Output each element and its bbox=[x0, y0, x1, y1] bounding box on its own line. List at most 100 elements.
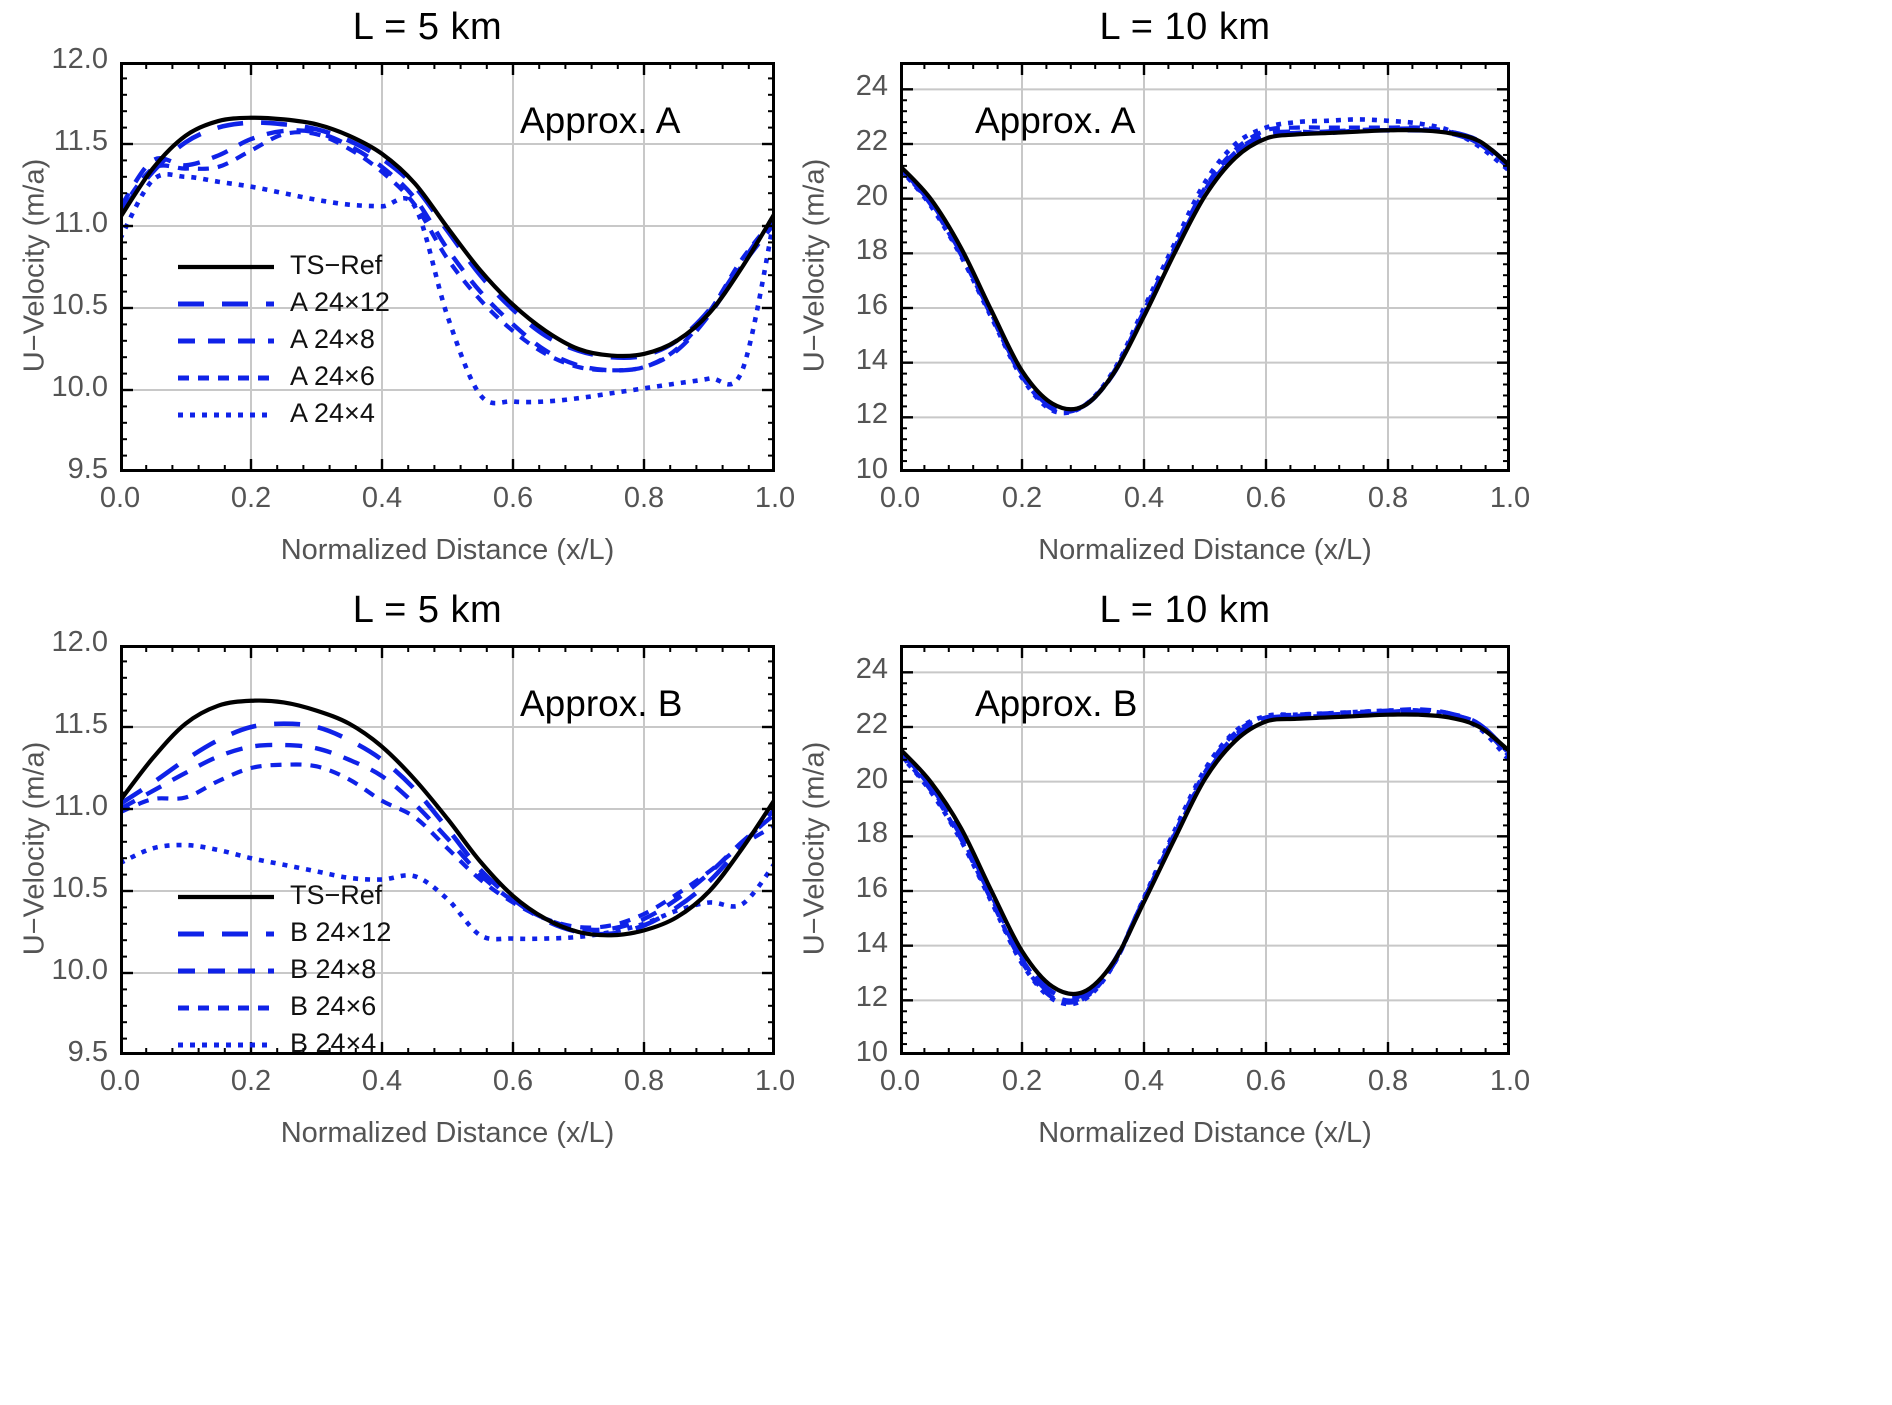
y-tick-label: 10.5 bbox=[51, 289, 108, 321]
axis-frame bbox=[900, 62, 1510, 472]
y-tick-label: 12 bbox=[855, 398, 888, 431]
y-tick-label: 24 bbox=[855, 653, 888, 686]
plot-area-top_right bbox=[900, 62, 1510, 472]
x-axis-label: Normalized Distance (x/L) bbox=[1038, 534, 1372, 566]
y-axis-label: U−Velocity (m/a) bbox=[798, 741, 831, 956]
x-axis-label: Normalized Distance (x/L) bbox=[280, 534, 615, 566]
x-axis-label: Normalized Distance (x/L) bbox=[280, 1117, 615, 1149]
x-tick-label: 0.6 bbox=[492, 1065, 534, 1097]
series-line-a-24x8 bbox=[900, 126, 1510, 414]
y-tick-label: 20 bbox=[855, 179, 888, 212]
series-line-b-24x6 bbox=[900, 707, 1510, 1005]
axis-frame bbox=[120, 645, 775, 1055]
panel-annotation-bottom_right: Approx. B bbox=[975, 683, 1138, 724]
legend-label: B 24×8 bbox=[290, 954, 377, 984]
x-tick-label: 0.4 bbox=[361, 482, 403, 514]
x-tick-label: 0.6 bbox=[1245, 482, 1287, 514]
series-line-a-24x12 bbox=[900, 127, 1510, 413]
y-axis-label: U−Velocity (m/a) bbox=[798, 158, 831, 373]
x-tick-label: 0.4 bbox=[1123, 482, 1165, 514]
series-line-b-24x12 bbox=[900, 709, 1510, 1001]
legend-label: B 24×12 bbox=[290, 917, 392, 947]
y-tick-label: 11.5 bbox=[53, 125, 108, 157]
y-tick-label: 16 bbox=[855, 872, 888, 904]
x-tick-label: 1.0 bbox=[1489, 482, 1531, 514]
y-tick-label: 11.0 bbox=[53, 790, 108, 822]
y-tick-label: 14 bbox=[855, 926, 888, 959]
series-line-ts-ref bbox=[900, 127, 1510, 412]
legend-label: B 24×4 bbox=[290, 1028, 377, 1058]
x-axis-label: Normalized Distance (x/L) bbox=[1038, 1117, 1372, 1149]
series-line-ts-ref bbox=[900, 712, 1510, 997]
y-tick-label: 22 bbox=[855, 125, 888, 157]
panel-annotation-top_left: Approx. A bbox=[520, 100, 681, 141]
x-tick-label: 0.8 bbox=[1367, 1065, 1409, 1097]
legend-label: A 24×8 bbox=[290, 324, 375, 354]
x-tick-label: 0.4 bbox=[1123, 1065, 1165, 1097]
series-line-b-24x4 bbox=[900, 707, 1510, 1007]
y-tick-label: 14 bbox=[855, 343, 888, 376]
y-tick-label: 11.0 bbox=[53, 207, 108, 239]
x-tick-label: 0.0 bbox=[99, 1065, 141, 1097]
series-line-b-24x6 bbox=[120, 762, 775, 930]
y-tick-label: 22 bbox=[855, 708, 888, 740]
x-tick-label: 1.0 bbox=[1489, 1065, 1531, 1097]
x-tick-label: 0.2 bbox=[1001, 482, 1043, 514]
y-tick-label: 9.5 bbox=[67, 1036, 108, 1068]
series-line-a-24x6 bbox=[900, 125, 1510, 415]
x-tick-label: 0.6 bbox=[1245, 1065, 1287, 1097]
series-line-b-24x4 bbox=[120, 842, 775, 942]
legend-label: A 24×6 bbox=[290, 361, 375, 391]
legend-label: TS−Ref bbox=[290, 250, 383, 280]
plot-area-bottom_left bbox=[120, 645, 775, 1055]
y-tick-label: 10.5 bbox=[51, 872, 108, 904]
panel-annotation-bottom_left: Approx. B bbox=[520, 683, 683, 724]
legend-label: TS−Ref bbox=[290, 880, 383, 910]
legend-label: B 24×6 bbox=[290, 991, 377, 1021]
panel-title-bottom_left: L = 5 km bbox=[352, 589, 503, 631]
x-tick-label: 0.0 bbox=[99, 482, 141, 514]
panel-title-bottom_right: L = 10 km bbox=[1099, 589, 1271, 631]
y-tick-label: 10.0 bbox=[51, 371, 108, 403]
series-line-ts-ref bbox=[120, 698, 775, 938]
x-tick-label: 0.2 bbox=[230, 1065, 272, 1097]
y-axis-label: U−Velocity (m/a) bbox=[18, 741, 51, 956]
x-tick-label: 0.2 bbox=[1001, 1065, 1043, 1097]
legend-label: A 24×12 bbox=[290, 287, 390, 317]
x-tick-label: 0.2 bbox=[230, 482, 272, 514]
y-tick-label: 18 bbox=[855, 234, 888, 267]
y-axis-label: U−Velocity (m/a) bbox=[18, 158, 51, 373]
y-tick-label: 24 bbox=[855, 70, 888, 103]
x-tick-label: 1.0 bbox=[754, 482, 796, 514]
axis-frame bbox=[120, 62, 775, 472]
y-tick-label: 10 bbox=[855, 453, 888, 485]
x-tick-label: 0.4 bbox=[361, 1065, 403, 1097]
y-tick-label: 10 bbox=[855, 1036, 888, 1068]
y-tick-label: 20 bbox=[855, 762, 888, 795]
legend-label: A 24×4 bbox=[290, 398, 375, 428]
y-tick-label: 12 bbox=[855, 981, 888, 1014]
y-tick-label: 12.0 bbox=[51, 626, 108, 658]
series-line-ts-ref bbox=[120, 115, 775, 359]
x-tick-label: 0.0 bbox=[879, 1065, 921, 1097]
panel-title-top_right: L = 10 km bbox=[1099, 6, 1271, 48]
series-line-b-24x8 bbox=[120, 742, 775, 933]
y-tick-label: 16 bbox=[855, 289, 888, 321]
y-tick-label: 11.5 bbox=[53, 708, 108, 740]
x-tick-label: 1.0 bbox=[754, 1065, 796, 1097]
x-tick-label: 0.6 bbox=[492, 482, 534, 514]
series-line-a-24x4 bbox=[900, 117, 1510, 416]
x-tick-label: 0.0 bbox=[879, 482, 921, 514]
x-tick-label: 0.8 bbox=[623, 1065, 665, 1097]
x-tick-label: 0.8 bbox=[623, 482, 665, 514]
y-tick-label: 12.0 bbox=[51, 43, 108, 75]
axis-frame bbox=[900, 645, 1510, 1055]
x-tick-label: 0.8 bbox=[1367, 482, 1409, 514]
series-line-a-24x6 bbox=[120, 130, 775, 373]
y-tick-label: 9.5 bbox=[67, 453, 108, 485]
plot-area-bottom_right bbox=[900, 645, 1510, 1055]
y-tick-label: 10.0 bbox=[51, 954, 108, 986]
panel-annotation-top_right: Approx. A bbox=[975, 100, 1136, 141]
panel-title-top_left: L = 5 km bbox=[352, 6, 503, 48]
